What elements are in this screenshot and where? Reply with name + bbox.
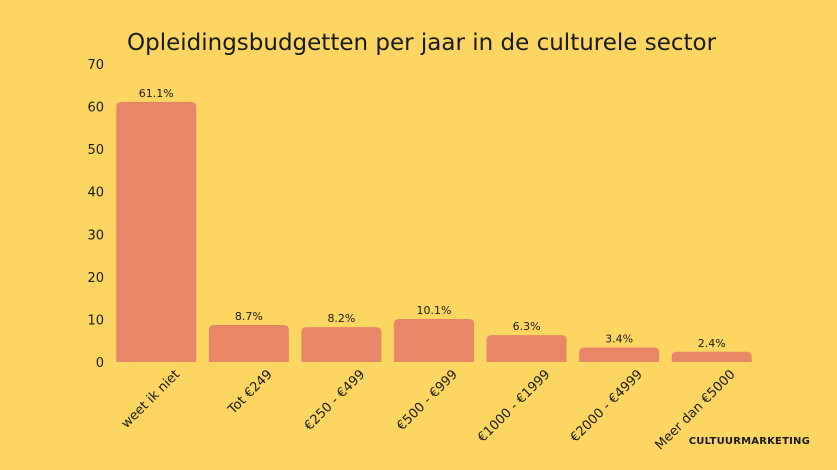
y-tick-label: 20 [87,271,104,286]
bar [301,327,382,362]
bar [116,101,197,362]
x-tick-label: €250 - €499 [302,367,369,434]
bar [579,347,660,362]
x-tick-label: €1000 - €1999 [475,367,553,445]
data-label: 8.2% [327,312,355,325]
y-tick-label: 50 [87,143,104,158]
bars: 61.1% 8.7% 8.2% 10.1% 6.3% 3.4% 2.4% [116,87,752,362]
y-tick-label: 0 [96,356,104,371]
y-tick-label: 70 [87,58,104,73]
y-tick-label: 10 [87,313,104,328]
y-tick-label: 30 [87,228,104,243]
x-axis: weet ik niet Tot €249 €250 - €499 €500 - €9… [119,367,739,453]
x-tick-label: Tot €249 [225,367,276,418]
brand-logo: CULTUURMARKETING [689,436,810,447]
data-label: 3.4% [605,333,633,346]
x-tick-label: €500 - €999 [394,367,461,434]
data-label: 6.3% [513,320,541,333]
data-label: 2.4% [698,337,726,350]
brand-part1: CULTUUR [689,436,741,447]
bar [394,319,474,362]
data-label: 10.1% [417,304,452,317]
data-label: 61.1% [139,87,174,100]
x-tick-label: €2000 - €4999 [568,367,646,445]
y-tick-label: 60 [87,101,104,116]
data-label: 8.7% [235,310,263,323]
bar [671,351,752,362]
x-tick-label: weet ik niet [119,367,183,431]
bar [486,335,567,362]
y-tick-label: 40 [87,186,104,201]
brand-part2: MARKETING [741,436,810,447]
bar [208,324,289,362]
y-axis: 0 10 20 30 40 50 60 70 [87,58,104,371]
chart-title: Opleidingsbudgetten per jaar in de cultu… [127,30,717,56]
